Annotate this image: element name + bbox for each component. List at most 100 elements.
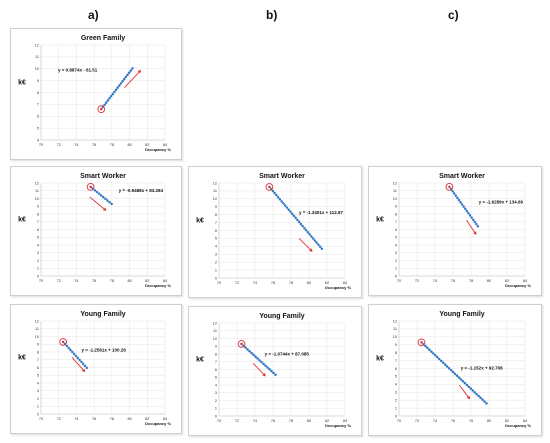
chart-panel-b-smart: Smart Worker 0 1 2 3 4 5 6 7 8 9 10 11 12 70 72 74 76 78 80… bbox=[188, 166, 362, 298]
y-tick-label: 9 bbox=[37, 343, 39, 347]
x-tick-label: 84 bbox=[523, 279, 527, 283]
regression-equation: y = -1.2561x + 100.26 bbox=[82, 347, 127, 352]
x-tick-label: 76 bbox=[271, 281, 275, 285]
chart-panel-a-young: Young Family 0 1 2 3 4 5 6 7 8 9 10 11 12 70 72 74 76 78 80… bbox=[10, 304, 182, 434]
y-tick-label: 12 bbox=[393, 181, 397, 185]
trend-line bbox=[268, 185, 324, 251]
x-tick-label: 80 bbox=[307, 281, 311, 285]
start-marker-dot bbox=[240, 342, 243, 346]
x-tick-label: 84 bbox=[343, 281, 347, 285]
y-tick-label: 0 bbox=[215, 414, 217, 418]
x-tick-label: 72 bbox=[57, 417, 61, 421]
trend-line bbox=[420, 341, 490, 407]
y-tick-label: 12 bbox=[213, 181, 217, 185]
trend-line bbox=[100, 65, 136, 111]
y-tick-label: 5 bbox=[37, 236, 39, 240]
y-axis-label: k€ bbox=[18, 80, 26, 87]
x-tick-label: 74 bbox=[433, 279, 437, 283]
x-tick-label: 80 bbox=[487, 279, 491, 283]
y-tick-label: 2 bbox=[37, 259, 39, 263]
x-tick-label: 72 bbox=[415, 419, 419, 423]
x-tick-label: 82 bbox=[145, 417, 149, 421]
trend-line bbox=[240, 342, 277, 377]
direction-arrow-head bbox=[262, 372, 266, 377]
y-tick-label: 4 bbox=[215, 383, 217, 387]
y-tick-label: 12 bbox=[213, 321, 217, 325]
y-tick-label: 2 bbox=[395, 259, 397, 263]
y-tick-label: 6 bbox=[215, 229, 217, 233]
y-tick-label: 5 bbox=[215, 237, 217, 241]
y-tick-label: 7 bbox=[215, 360, 217, 364]
x-tick-label: 78 bbox=[110, 279, 114, 283]
x-axis-label: Occupancy % bbox=[145, 421, 172, 426]
start-marker-dot bbox=[448, 185, 451, 188]
start-marker bbox=[97, 105, 106, 113]
start-marker-dot bbox=[89, 185, 92, 188]
direction-arrow-head bbox=[466, 395, 471, 400]
y-tick-label: 8 bbox=[215, 352, 217, 356]
column-label-b: b) bbox=[266, 8, 278, 22]
chart-title: Young Family bbox=[439, 311, 484, 318]
column-label-c: c) bbox=[448, 8, 459, 22]
y-tick-label: 11 bbox=[35, 55, 39, 59]
x-tick-label: 82 bbox=[505, 279, 509, 283]
x-tick-label: 70 bbox=[217, 281, 221, 285]
x-tick-label: 84 bbox=[343, 419, 347, 423]
y-tick-label: 0 bbox=[37, 274, 39, 278]
y-tick-label: 9 bbox=[215, 345, 217, 349]
x-tick-label: 78 bbox=[289, 281, 293, 285]
chart-title: Smart Worker bbox=[80, 173, 126, 180]
y-tick-label: 9 bbox=[37, 79, 39, 83]
y-tick-label: 9 bbox=[395, 205, 397, 209]
y-tick-label: 6 bbox=[37, 115, 39, 119]
x-axis-label: Occupancy % bbox=[325, 423, 352, 428]
trend-line bbox=[61, 340, 90, 371]
y-tick-label: 3 bbox=[395, 251, 397, 255]
y-tick-label: 1 bbox=[215, 268, 217, 272]
regression-equation: y = -0.9488x + 83.284 bbox=[119, 188, 164, 193]
y-tick-label: 6 bbox=[395, 367, 397, 371]
direction-arrow bbox=[123, 71, 140, 89]
direction-arrow bbox=[298, 238, 311, 250]
y-axis-label: k€ bbox=[196, 218, 204, 225]
y-tick-label: 3 bbox=[37, 389, 39, 393]
x-tick-label: 70 bbox=[39, 279, 43, 283]
direction-arrow bbox=[458, 384, 469, 398]
x-tick-label: 80 bbox=[307, 419, 311, 423]
y-tick-label: 10 bbox=[213, 197, 217, 201]
x-tick-label: 76 bbox=[451, 279, 455, 283]
x-tick-label: 70 bbox=[397, 419, 401, 423]
x-tick-label: 74 bbox=[253, 419, 257, 423]
x-tick-label: 78 bbox=[110, 143, 114, 147]
direction-arrow bbox=[89, 196, 105, 210]
x-tick-label: 78 bbox=[469, 279, 473, 283]
x-tick-label: 70 bbox=[397, 279, 401, 283]
x-axis-label: Occupancy % bbox=[325, 285, 352, 290]
y-tick-label: 5 bbox=[395, 236, 397, 240]
direction-arrow-head bbox=[473, 231, 477, 235]
y-tick-label: 10 bbox=[35, 67, 39, 71]
x-tick-label: 72 bbox=[57, 279, 61, 283]
start-marker-dot bbox=[62, 340, 65, 344]
y-tick-label: 0 bbox=[37, 412, 39, 416]
x-tick-label: 76 bbox=[451, 419, 455, 423]
y-tick-label: 2 bbox=[37, 397, 39, 401]
chart-title: Young Family bbox=[80, 311, 125, 318]
x-tick-label: 84 bbox=[523, 419, 527, 423]
chart-panel-a-green: Green Family 4 5 6 7 8 9 10 11 12 70 72 74 76 78 80 82 84… bbox=[10, 28, 182, 160]
chart-title: Smart Worker bbox=[439, 173, 485, 180]
x-tick-label: 72 bbox=[235, 281, 239, 285]
x-tick-label: 72 bbox=[235, 419, 239, 423]
regression-equation: y = -1.0744x + 87.085 bbox=[265, 351, 310, 356]
y-tick-label: 0 bbox=[215, 276, 217, 280]
y-tick-label: 12 bbox=[35, 181, 39, 185]
start-marker-dot bbox=[268, 185, 271, 189]
y-tick-label: 10 bbox=[35, 197, 39, 201]
y-tick-label: 8 bbox=[37, 212, 39, 216]
x-tick-label: 74 bbox=[253, 281, 257, 285]
start-marker bbox=[237, 340, 246, 348]
y-tick-label: 2 bbox=[215, 399, 217, 403]
y-tick-label: 11 bbox=[213, 189, 217, 193]
